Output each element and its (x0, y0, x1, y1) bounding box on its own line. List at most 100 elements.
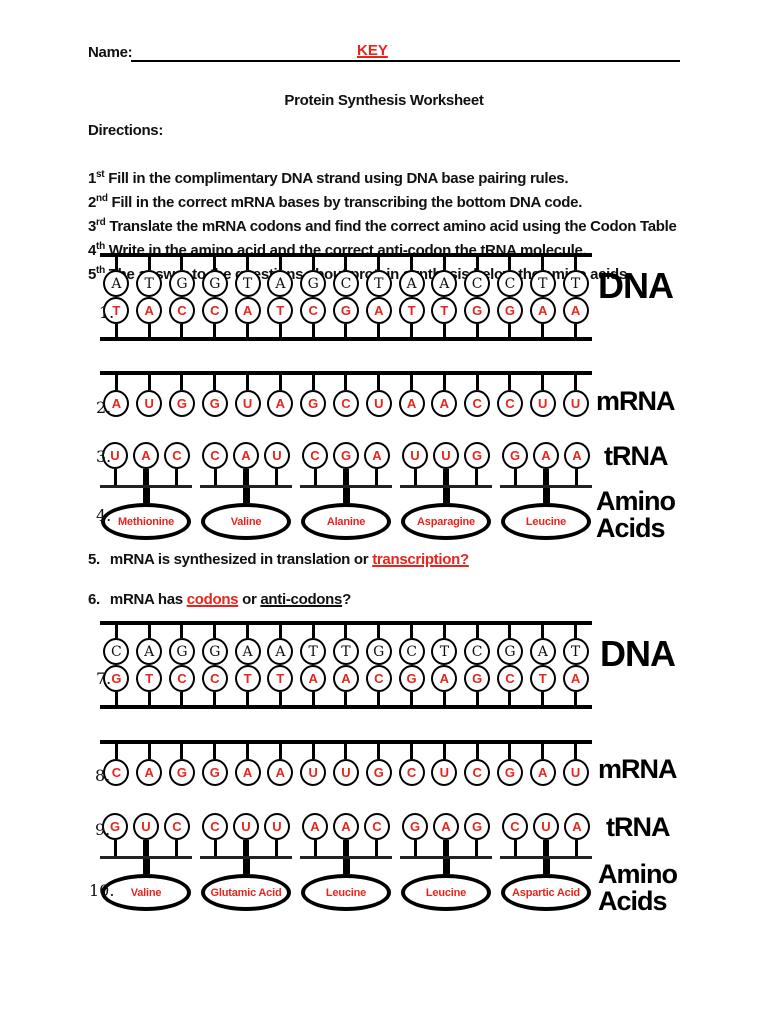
base-letter: U (374, 396, 384, 411)
tick-row (400, 840, 492, 856)
base-letter: C (471, 275, 483, 292)
dna-base-circle: T (332, 638, 359, 665)
base-letter: T (242, 275, 253, 292)
tick (180, 692, 184, 705)
base-letter: T (570, 275, 581, 292)
codon-bar (100, 485, 192, 488)
tick (246, 257, 250, 270)
dna-base-circle: G (496, 638, 523, 665)
base-letter: U (570, 765, 581, 780)
tick (311, 257, 315, 270)
amino-acid-name: Glutamic Acid (210, 886, 282, 899)
mrna-label: mRNA (598, 754, 678, 784)
mrna-base-circle: U (562, 390, 589, 417)
tick-row (200, 840, 292, 856)
tick (180, 257, 184, 270)
base-letter: A (310, 819, 320, 834)
amino-stem (542, 488, 550, 503)
dna-answer-circle: T (103, 297, 130, 324)
mrna-label: mRNA (596, 386, 676, 416)
base-letter: A (308, 671, 318, 686)
dna-base-circle: A (398, 270, 425, 297)
base-letter: U (570, 396, 581, 411)
trna-amino-diagram-1: U A C Methionine C A U Valine C G A Alanine U U G Aspar… (100, 442, 592, 540)
base-letter: A (406, 275, 417, 292)
mrna-base-circle: A (398, 390, 425, 417)
dna-answer-circle: T (136, 665, 163, 692)
dna-base-circle: C (496, 270, 523, 297)
dna-base-circle: C (103, 638, 130, 665)
anticodon-circle: C (164, 442, 190, 469)
base-letter: G (504, 643, 516, 660)
mrna-base-circle: C (496, 390, 523, 417)
codon-group: G A A Leucine (500, 442, 592, 540)
tick (541, 375, 545, 390)
tick (377, 375, 381, 390)
mrna-base-circle: A (431, 390, 458, 417)
tick (213, 625, 217, 638)
dna-base-circle: A (136, 638, 163, 665)
amino-acid-oval: Asparagine (401, 503, 491, 540)
tick (278, 375, 282, 390)
tick (442, 324, 446, 337)
dna-base-circle: G (201, 638, 228, 665)
codon-group: C G A Alanine (300, 442, 392, 540)
mrna-base-circle: C (398, 759, 425, 786)
tick (413, 840, 417, 856)
anticodon-circle: G (402, 813, 428, 840)
anticodon-circle: C (202, 442, 228, 469)
amino-acid-oval: Alanine (301, 503, 391, 540)
tick (541, 257, 545, 270)
amino-stem (442, 488, 450, 503)
tick (114, 375, 118, 390)
dna-base-circle: A (267, 270, 294, 297)
tick (213, 692, 217, 705)
tick (180, 744, 184, 759)
tick (574, 625, 578, 638)
tick (147, 625, 151, 638)
tick (278, 625, 282, 638)
mrna-base-circle: G (201, 390, 228, 417)
base-letter: G (373, 765, 384, 780)
anticodon-circle: A (564, 442, 590, 469)
amino-stem (242, 859, 250, 874)
base-letter: G (406, 671, 417, 686)
base-letter: T (145, 671, 154, 686)
dna-base-circle: C (332, 270, 359, 297)
tick-row (500, 840, 592, 856)
mrna-base-circle: A (267, 390, 294, 417)
page-title: Protein Synthesis Worksheet (284, 92, 484, 109)
tick-row (300, 840, 392, 856)
tick (410, 375, 414, 390)
dna-answer-circle: A (136, 297, 163, 324)
tick (410, 625, 414, 638)
mrna-base-circle: U (332, 759, 359, 786)
codon-bar (400, 485, 492, 488)
base-letter: G (340, 448, 352, 463)
tick (213, 375, 217, 390)
dna-base-circle: T (234, 270, 261, 297)
base-letter: G (176, 275, 188, 292)
dna-answer-circle: C (201, 665, 228, 692)
tick (175, 840, 179, 856)
dna-base-circle: A (103, 270, 130, 297)
base-letter: C (111, 643, 122, 660)
dna-base-circle: T (562, 270, 589, 297)
amino-acid-name: Aspartic Acid (512, 886, 580, 899)
dna-answer-circle: T (267, 665, 294, 692)
tick (541, 744, 545, 759)
tick (508, 744, 512, 759)
tick (375, 469, 379, 485)
base-letter: T (144, 275, 154, 292)
base-letter: C (172, 448, 182, 463)
anticodon-circle: U (402, 442, 428, 469)
dna-answer-circle: A (234, 297, 261, 324)
amino-stem (342, 488, 350, 503)
tick (143, 469, 149, 485)
item-number: 3. (96, 447, 112, 466)
codon-group: C U U Glutamic Acid (200, 813, 292, 911)
mrna-base-circle: A (529, 759, 556, 786)
amino-stem (242, 488, 250, 503)
